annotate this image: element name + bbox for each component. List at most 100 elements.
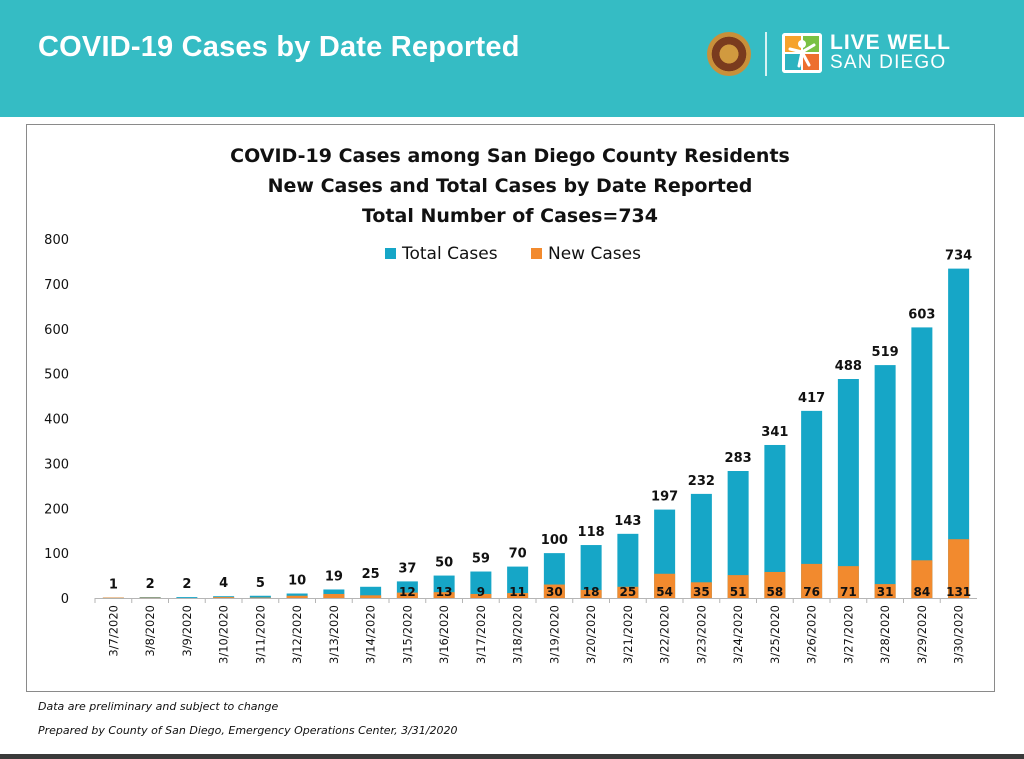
data-label-new: 11 xyxy=(509,585,526,599)
data-label-new: 25 xyxy=(620,585,637,599)
logo-divider xyxy=(765,32,767,76)
footnote-prepared-by: Prepared by County of San Diego, Emergen… xyxy=(38,724,458,737)
y-tick-label: 400 xyxy=(44,413,69,428)
data-label-total: 2 xyxy=(146,577,155,592)
x-tick-label: 3/17/2020 xyxy=(474,605,488,664)
county-seal-icon xyxy=(707,32,751,76)
bar-new-cases xyxy=(249,597,271,599)
bar-new-cases xyxy=(727,575,749,598)
x-tick-label: 3/30/2020 xyxy=(952,605,966,664)
logo-text-san-diego: SAN DIEGO xyxy=(830,52,947,73)
bar-new-cases xyxy=(874,584,896,598)
bar-total-cases xyxy=(580,545,602,598)
bar-total-cases xyxy=(360,586,382,598)
data-label-total: 603 xyxy=(908,307,935,322)
data-label-total: 59 xyxy=(472,552,490,567)
data-label-total: 5 xyxy=(256,576,265,591)
data-label-new: 9 xyxy=(477,585,485,599)
x-tick-label: 3/29/2020 xyxy=(915,605,929,664)
bar-new-cases xyxy=(102,597,124,599)
data-label-total: 25 xyxy=(362,567,380,582)
data-label-total: 488 xyxy=(835,359,862,374)
live-well-figure-icon xyxy=(782,33,822,73)
x-tick-label: 3/25/2020 xyxy=(768,605,782,664)
chart-panel: COVID-19 Cases among San Diego County Re… xyxy=(26,124,995,692)
x-tick-label: 3/12/2020 xyxy=(290,605,304,664)
bar-new-cases xyxy=(837,566,859,598)
bar-new-cases xyxy=(213,597,235,598)
data-label-new: 71 xyxy=(840,585,857,599)
bar-new-cases xyxy=(470,593,492,598)
x-tick-label: 3/8/2020 xyxy=(143,605,157,657)
y-tick-label: 100 xyxy=(44,547,69,562)
chart-title-line-2: New Cases and Total Cases by Date Report… xyxy=(268,175,753,197)
bar-new-cases xyxy=(507,593,529,598)
data-label-total: 143 xyxy=(614,514,641,529)
bar-total-cases xyxy=(286,593,308,598)
bar-new-cases xyxy=(323,593,345,598)
data-label-total: 10 xyxy=(288,574,306,589)
x-tick-label: 3/19/2020 xyxy=(547,605,561,664)
bar-new-cases xyxy=(360,595,382,598)
bar-new-cases xyxy=(433,592,455,598)
data-label-total: 2 xyxy=(182,577,191,592)
data-label-total: 197 xyxy=(651,490,678,505)
y-tick-label: 600 xyxy=(44,323,69,338)
data-label-new: 12 xyxy=(399,585,416,599)
data-label-total: 4 xyxy=(219,576,228,591)
bar-total-cases xyxy=(801,410,823,598)
y-tick-label: 300 xyxy=(44,457,69,472)
x-tick-label: 3/14/2020 xyxy=(364,605,378,664)
data-label-total: 118 xyxy=(578,525,605,540)
bar-new-cases xyxy=(580,589,602,598)
bar-total-cases xyxy=(948,268,970,598)
data-label-new: 51 xyxy=(730,585,747,599)
chart-title-line-3: Total Number of Cases=734 xyxy=(362,205,658,227)
bottom-border xyxy=(0,754,1024,759)
bar-total-cases xyxy=(690,493,712,598)
y-tick-label: 200 xyxy=(44,502,69,517)
bar-new-cases xyxy=(764,571,786,598)
y-tick-label: 700 xyxy=(44,278,69,293)
x-tick-label: 3/13/2020 xyxy=(327,605,341,664)
bar-total-cases xyxy=(323,589,345,598)
data-label-new: 30 xyxy=(546,585,563,599)
y-tick-label: 500 xyxy=(44,368,69,383)
x-tick-label: 3/7/2020 xyxy=(106,605,120,657)
data-label-total: 1 xyxy=(109,578,118,593)
data-label-total: 37 xyxy=(398,561,416,576)
data-label-total: 341 xyxy=(761,425,788,440)
bar-total-cases xyxy=(764,444,786,598)
y-tick-label: 0 xyxy=(61,592,69,607)
bar-total-cases xyxy=(507,566,529,598)
x-tick-label: 3/15/2020 xyxy=(400,605,414,664)
bar-total-cases xyxy=(470,571,492,598)
data-label-new: 13 xyxy=(436,585,453,599)
data-label-total: 50 xyxy=(435,556,453,571)
bar-new-cases xyxy=(286,595,308,598)
bar-total-cases xyxy=(727,471,749,598)
data-label-new: 131 xyxy=(946,585,971,599)
data-label-new: 18 xyxy=(583,585,600,599)
page-title: COVID-19 Cases by Date Reported xyxy=(38,31,520,63)
bar-new-cases xyxy=(690,582,712,598)
legend-swatch-total xyxy=(385,248,396,259)
bar-new-cases xyxy=(139,597,161,599)
data-label-new: 31 xyxy=(877,585,894,599)
data-label-total: 19 xyxy=(325,569,343,584)
x-tick-label: 3/21/2020 xyxy=(621,605,635,664)
x-tick-label: 3/23/2020 xyxy=(694,605,708,664)
x-tick-label: 3/10/2020 xyxy=(217,605,231,664)
data-label-new: 54 xyxy=(656,585,673,599)
data-label-total: 519 xyxy=(872,345,899,360)
bar-new-cases xyxy=(617,586,639,598)
header-banner: COVID-19 Cases by Date Reported LIVE WEL… xyxy=(0,0,1024,117)
x-tick-label: 3/11/2020 xyxy=(253,605,267,664)
data-label-total: 734 xyxy=(945,249,972,264)
cases-bar-chart: COVID-19 Cases among San Diego County Re… xyxy=(44,145,977,664)
bar-new-cases xyxy=(543,584,565,598)
legend-swatch-new xyxy=(531,248,542,259)
data-label-total: 417 xyxy=(798,391,825,406)
data-label-total: 100 xyxy=(541,533,568,548)
bar-total-cases xyxy=(249,595,271,598)
